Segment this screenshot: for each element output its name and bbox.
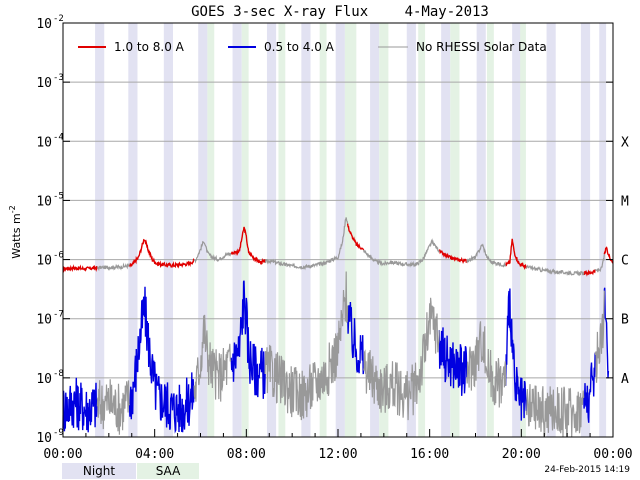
y-tick-label: 10: [36, 431, 52, 446]
y-tick-exponent: -5: [53, 191, 64, 201]
legend-label: 0.5 to 4.0 A: [264, 40, 335, 54]
chart-title-text: GOES 3-sec X-ray Flux: [191, 4, 368, 20]
night-saa-bands: [62, 23, 607, 479]
flare-class-label: X: [621, 135, 629, 150]
night-band: [163, 23, 173, 437]
x-tick-label: 04:00: [135, 447, 174, 462]
y-tick-exponent: -6: [53, 251, 64, 261]
y-tick-label: 10: [36, 372, 52, 387]
saa-key: SAA: [137, 463, 199, 479]
night-key-swatch: [62, 463, 136, 479]
saa-key-label: SAA: [155, 464, 181, 478]
x-tick-label: 12:00: [318, 447, 357, 462]
saa-band: [319, 23, 327, 437]
night-band: [266, 23, 277, 437]
y-tick-label: 10: [36, 254, 52, 269]
saa-band: [278, 23, 286, 437]
night-band: [198, 23, 208, 437]
generated-timestamp: 24-Feb-2015 14:19: [544, 465, 630, 475]
night-band: [128, 23, 138, 437]
night-band: [370, 23, 380, 437]
y-tick-exponent: -2: [53, 14, 64, 24]
y-tick-exponent: -7: [53, 310, 64, 320]
saa-key-swatch: [137, 463, 199, 479]
night-band: [580, 23, 591, 437]
y-tick-exponent: -3: [53, 73, 64, 83]
y-axis-label-text: Watts m: [10, 213, 23, 258]
saa-band: [450, 23, 460, 437]
y-axis-label-exponent: -2: [8, 205, 17, 213]
night-band: [546, 23, 556, 437]
night-band: [232, 23, 242, 437]
x-tick-label: 08:00: [227, 447, 266, 462]
night-band: [599, 23, 607, 437]
y-tick-exponent: -4: [53, 132, 64, 142]
x-tick-label: 00:00: [593, 447, 632, 462]
flare-class-label: C: [621, 254, 629, 269]
saa-band: [520, 23, 526, 437]
chart-title: GOES 3-sec X-ray Flux 4-May-2013: [191, 4, 489, 20]
night-key-label: Night: [82, 464, 116, 478]
saa-band: [344, 23, 357, 437]
series-line-1-no-rhessi: [96, 271, 605, 438]
y-tick-exponent: -9: [53, 428, 64, 438]
series-line-0: [62, 223, 614, 277]
night-band: [441, 23, 451, 437]
y-tick-label: 10: [36, 313, 52, 328]
saa-band: [418, 23, 426, 437]
y-tick-label: 10: [36, 194, 52, 209]
night-band: [335, 23, 345, 437]
series-line-0-no-rhessi: [96, 217, 605, 277]
night-band: [512, 23, 522, 437]
saa-band: [207, 23, 215, 437]
y-tick-label: 10: [36, 76, 52, 91]
flare-class-label: B: [621, 313, 629, 328]
night-band: [301, 23, 311, 437]
chart-date-text: 4-May-2013: [405, 4, 489, 20]
y-tick-label: 10: [36, 17, 52, 32]
axis-ticks: 10-910-810-710-610-510-410-310 -200:00 04:…: [36, 14, 632, 462]
x-tick-label: 16:00: [410, 447, 449, 462]
x-tick-label: 20:00: [502, 447, 541, 462]
legend-label: No RHESSI Solar Data: [416, 40, 547, 54]
night-band: [95, 23, 105, 437]
series-line-1: [62, 280, 610, 434]
series-group: [62, 217, 614, 438]
night-band: [476, 23, 486, 437]
y-tick-label: 10: [36, 135, 52, 150]
y-axis-label: Watts m-2: [8, 205, 23, 258]
saa-band: [379, 23, 389, 437]
night-key: Night: [62, 463, 136, 479]
flare-class-label: M: [621, 194, 629, 209]
saa-band: [486, 23, 494, 437]
flare-class-label: A: [621, 372, 629, 387]
night-band: [406, 23, 416, 437]
x-tick-label: 00:00: [43, 447, 82, 462]
legend-label: 1.0 to 8.0 A: [114, 40, 185, 54]
chart-legend: 1.0 to 8.0 A 0.5 to 4.0 A No RHESSI Solar …: [78, 40, 547, 54]
y-tick-exponent: -8: [53, 369, 64, 379]
